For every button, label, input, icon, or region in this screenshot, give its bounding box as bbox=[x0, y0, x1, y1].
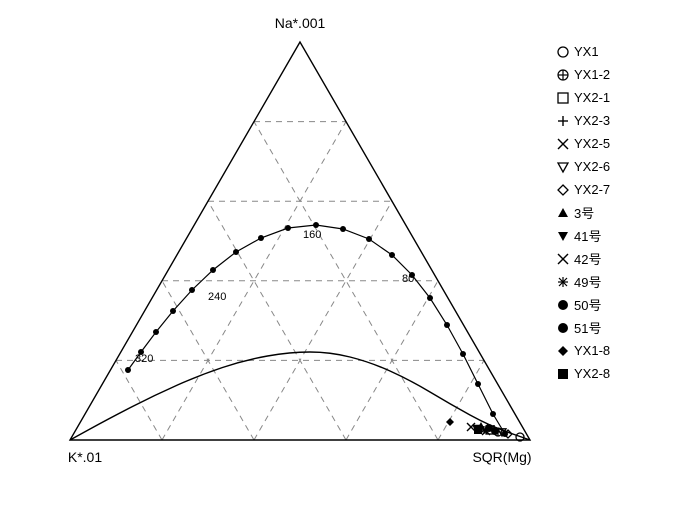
legend-item-6: YX2-7 bbox=[552, 178, 652, 201]
legend-marker bbox=[552, 248, 574, 270]
legend-label: YX2-8 bbox=[574, 366, 610, 381]
legend-item-9: 42号 bbox=[552, 247, 652, 270]
legend-item-14: YX2-8 bbox=[552, 362, 652, 385]
legend-label: YX2-5 bbox=[574, 136, 610, 151]
legend-label: YX2-6 bbox=[574, 159, 610, 174]
legend-marker bbox=[552, 363, 574, 385]
legend-marker bbox=[552, 317, 574, 339]
sample-points bbox=[446, 418, 524, 441]
legend-item-12: 51号 bbox=[552, 316, 652, 339]
legend-label: 49号 bbox=[574, 272, 601, 291]
svg-text:80: 80 bbox=[402, 273, 414, 285]
legend-label: 51号 bbox=[574, 318, 601, 337]
legend-item-1: YX1-2 bbox=[552, 63, 652, 86]
legend-item-10: 49号 bbox=[552, 270, 652, 293]
legend-label: YX2-7 bbox=[574, 182, 610, 197]
legend-label: 50号 bbox=[574, 295, 601, 314]
legend-item-11: 50号 bbox=[552, 293, 652, 316]
legend-label: 42号 bbox=[574, 249, 601, 268]
legend-marker bbox=[552, 110, 574, 132]
legend-item-4: YX2-5 bbox=[552, 132, 652, 155]
legend-item-7: 3号 bbox=[552, 201, 652, 224]
upper-curve-tick-labels: 320 240 160 80 bbox=[135, 229, 414, 365]
legend-marker bbox=[552, 64, 574, 86]
ternary-grid bbox=[116, 122, 484, 440]
legend-marker bbox=[552, 87, 574, 109]
legend-marker bbox=[552, 294, 574, 316]
ternary-triangle bbox=[70, 42, 530, 440]
axis-label-left: K*.01 bbox=[68, 449, 102, 465]
axis-label-right: SQR(Mg) bbox=[472, 449, 531, 465]
legend-label: YX1-8 bbox=[574, 343, 610, 358]
legend-marker bbox=[552, 41, 574, 63]
legend-label: 41号 bbox=[574, 226, 601, 245]
legend: YX1 YX1-2 YX2-1 YX2-3 YX2-5 YX2-6 YX2-7 3号 41号 42… bbox=[552, 40, 652, 385]
legend-label: 3号 bbox=[574, 203, 594, 222]
axis-label-top: Na*.001 bbox=[275, 15, 326, 31]
legend-marker bbox=[552, 271, 574, 293]
legend-marker bbox=[552, 202, 574, 224]
legend-label: YX1-2 bbox=[574, 67, 610, 82]
legend-label: YX2-3 bbox=[574, 113, 610, 128]
legend-label: YX1 bbox=[574, 44, 599, 59]
legend-item-3: YX2-3 bbox=[552, 109, 652, 132]
legend-item-2: YX2-1 bbox=[552, 86, 652, 109]
legend-item-5: YX2-6 bbox=[552, 155, 652, 178]
legend-marker bbox=[552, 133, 574, 155]
svg-text:240: 240 bbox=[208, 291, 226, 303]
svg-text:160: 160 bbox=[303, 229, 321, 241]
legend-item-13: YX1-8 bbox=[552, 339, 652, 362]
lower-curve bbox=[70, 352, 530, 440]
legend-label: YX2-1 bbox=[574, 90, 610, 105]
legend-marker bbox=[552, 225, 574, 247]
legend-marker bbox=[552, 340, 574, 362]
chart-stage: 32024016080Na*.001K*.01SQR(Mg) YX1YX1-2Y… bbox=[0, 0, 692, 512]
legend-marker bbox=[552, 156, 574, 178]
legend-item-8: 41号 bbox=[552, 224, 652, 247]
svg-text:320: 320 bbox=[135, 353, 153, 365]
legend-marker bbox=[552, 179, 574, 201]
legend-item-0: YX1 bbox=[552, 40, 652, 63]
